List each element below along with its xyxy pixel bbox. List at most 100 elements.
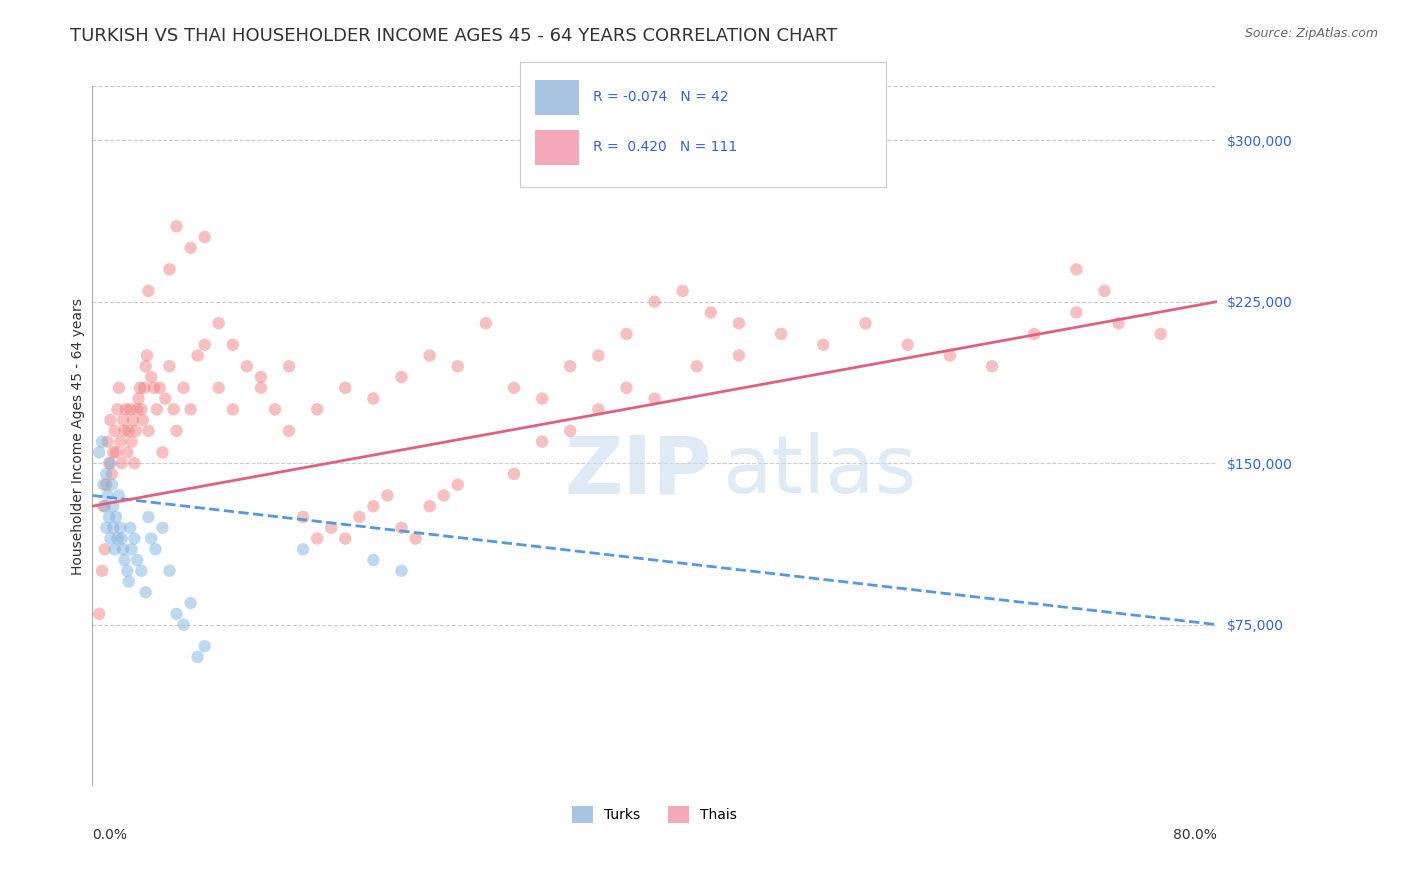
Point [278, 424, 301, 438]
Point [405, 532, 427, 546]
Text: R =  0.420   N = 111: R = 0.420 N = 111 [593, 140, 738, 154]
Point [433, 488, 456, 502]
Text: R = -0.074   N = 42: R = -0.074 N = 42 [593, 90, 728, 104]
Point [250, 370, 273, 384]
Point [1150, 326, 1173, 341]
Point [96, 521, 118, 535]
Point [588, 349, 610, 363]
Point [135, 585, 157, 599]
Point [97, 434, 120, 449]
Point [616, 381, 638, 395]
Point [152, 445, 174, 459]
Text: atlas: atlas [723, 433, 917, 510]
Point [111, 456, 134, 470]
Point [159, 564, 181, 578]
Point [114, 424, 136, 438]
Point [98, 456, 121, 470]
Point [1094, 284, 1116, 298]
Point [377, 488, 399, 502]
Point [134, 381, 156, 395]
Point [104, 542, 127, 557]
Point [349, 510, 371, 524]
Point [335, 381, 357, 395]
Point [91, 564, 114, 578]
Point [250, 381, 273, 395]
Bar [534, 130, 579, 165]
Point [141, 532, 163, 546]
Point [143, 381, 166, 395]
Point [264, 402, 287, 417]
Point [208, 381, 231, 395]
Point [475, 316, 498, 330]
Point [131, 564, 153, 578]
Text: Source: ZipAtlas.com: Source: ZipAtlas.com [1244, 27, 1378, 40]
Point [728, 349, 751, 363]
Point [107, 532, 129, 546]
Point [136, 349, 159, 363]
Point [173, 617, 195, 632]
Point [98, 510, 121, 524]
Point [278, 359, 301, 374]
Point [117, 564, 139, 578]
Point [187, 349, 209, 363]
Point [138, 424, 160, 438]
Point [108, 488, 131, 502]
Y-axis label: Householder Income Ages 45 - 64 years: Householder Income Ages 45 - 64 years [72, 298, 86, 574]
Point [194, 337, 217, 351]
Point [91, 434, 114, 449]
Point [180, 596, 202, 610]
Point [1024, 326, 1046, 341]
Point [644, 294, 666, 309]
Point [503, 381, 526, 395]
Point [159, 359, 181, 374]
Point [728, 316, 751, 330]
Point [503, 467, 526, 481]
Point [101, 477, 124, 491]
Point [118, 574, 141, 589]
Point [307, 532, 329, 546]
Point [419, 499, 441, 513]
Point [93, 499, 115, 513]
Point [180, 402, 202, 417]
Point [118, 424, 141, 438]
Point [1108, 316, 1130, 330]
Point [138, 510, 160, 524]
Point [89, 607, 111, 621]
Point [132, 413, 155, 427]
Point [122, 413, 145, 427]
Point [125, 424, 148, 438]
Point [105, 510, 128, 524]
Point [560, 424, 582, 438]
Point [110, 434, 132, 449]
Point [103, 445, 125, 459]
Point [236, 359, 259, 374]
Point [363, 499, 385, 513]
Point [292, 510, 315, 524]
Point [897, 337, 920, 351]
Point [939, 349, 962, 363]
Point [700, 305, 723, 319]
Point [129, 381, 152, 395]
Point [94, 542, 117, 557]
Point [166, 219, 188, 234]
Point [391, 564, 413, 578]
Point [100, 532, 122, 546]
Point [560, 359, 582, 374]
Point [127, 553, 149, 567]
Point [128, 392, 150, 406]
Point [588, 402, 610, 417]
Point [292, 542, 315, 557]
Point [120, 402, 142, 417]
Point [124, 456, 146, 470]
Point [173, 381, 195, 395]
Point [686, 359, 709, 374]
Point [100, 413, 122, 427]
Point [135, 359, 157, 374]
Point [222, 402, 245, 417]
Point [112, 413, 135, 427]
Point [1066, 305, 1088, 319]
Point [813, 337, 835, 351]
Point [145, 542, 167, 557]
Point [1066, 262, 1088, 277]
Point [363, 553, 385, 567]
